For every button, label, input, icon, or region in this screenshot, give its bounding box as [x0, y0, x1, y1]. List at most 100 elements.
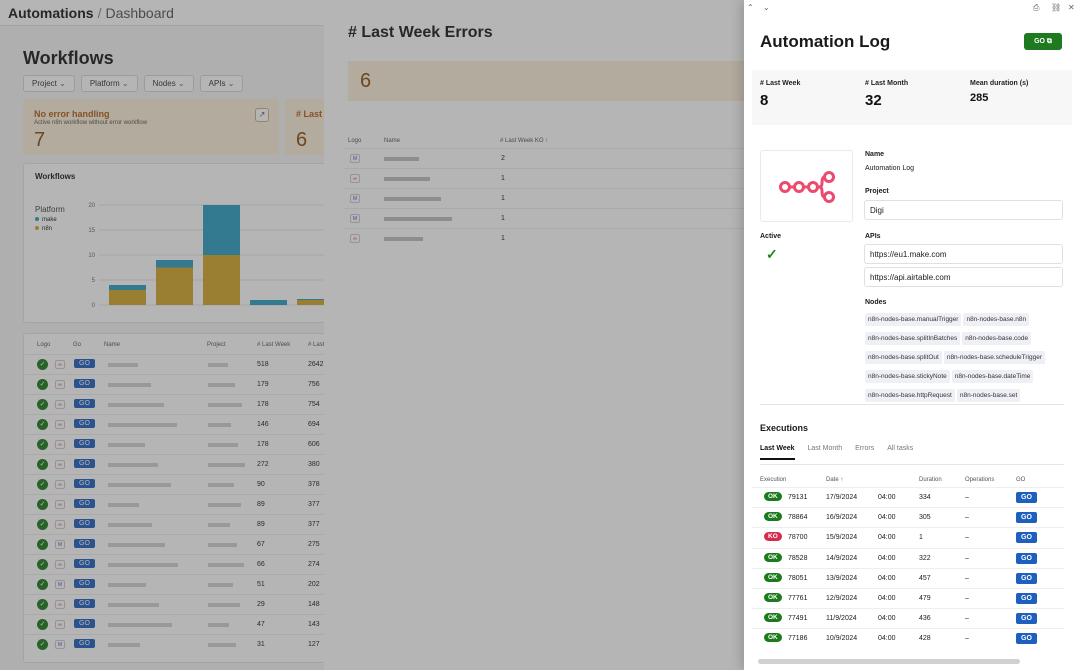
execution-row[interactable]: OK 79131 17/9/2024 04:00 334 – GO: [752, 487, 1064, 507]
project-field[interactable]: Digi: [864, 200, 1063, 220]
column-header-go[interactable]: GO: [1016, 477, 1026, 483]
bar-make[interactable]: [297, 299, 329, 300]
open-external-icon[interactable]: ↗: [255, 108, 269, 122]
column-header-logo[interactable]: Logo: [37, 342, 51, 348]
column-header-duration[interactable]: Duration: [919, 477, 942, 483]
node-tag: n8n-nodes-base.manualTrigger: [865, 313, 962, 326]
table-row[interactable]: ✓ ∞ GO 178 606: [24, 434, 332, 454]
go-button[interactable]: GO: [74, 419, 95, 428]
print-icon[interactable]: ⎙: [1033, 3, 1040, 12]
table-row[interactable]: ✓ M GO 31 127: [24, 634, 332, 654]
api-field[interactable]: https://api.airtable.com: [864, 267, 1063, 287]
go-button[interactable]: GO: [1016, 512, 1037, 524]
go-button[interactable]: GO: [1016, 532, 1037, 544]
go-button[interactable]: GO: [74, 559, 95, 568]
column-header-execution[interactable]: Execution: [760, 477, 787, 483]
go-button[interactable]: GO: [1016, 633, 1037, 645]
link-icon[interactable]: ⛓: [1051, 3, 1062, 12]
column-header-logo[interactable]: Logo: [348, 138, 362, 144]
go-button[interactable]: GO: [74, 359, 95, 368]
filter-apis[interactable]: APIs: [199, 75, 244, 92]
bar-n8n[interactable]: [109, 290, 146, 305]
column-header-date[interactable]: Date ↑: [826, 477, 844, 483]
execution-row[interactable]: OK 78528 14/9/2024 04:00 322 – GO: [752, 547, 1064, 568]
table-row[interactable]: ✓ ∞ GO 66 274: [24, 554, 332, 574]
column-header-last[interactable]: # Last: [308, 342, 325, 348]
filter-platform[interactable]: Platform: [80, 75, 138, 92]
table-row[interactable]: ✓ ∞ GO 89 377: [24, 494, 332, 514]
execution-row[interactable]: OK 78864 16/9/2024 04:00 305 – GO: [752, 507, 1064, 527]
execution-row[interactable]: KO 78700 15/9/2024 04:00 1 – GO: [752, 527, 1064, 547]
active-check-icon: ✓: [37, 379, 48, 390]
go-button[interactable]: GO: [74, 459, 95, 468]
execution-row[interactable]: OK 77186 10/9/2024 04:00 428 – GO: [752, 628, 1064, 648]
breadcrumb-app[interactable]: Automations: [8, 5, 94, 21]
go-button[interactable]: GO: [74, 499, 95, 508]
api-field[interactable]: https://eu1.make.com: [864, 244, 1063, 264]
table-row[interactable]: ✓ ∞ GO 518 2642: [24, 354, 332, 374]
tab-errors[interactable]: Errors: [855, 445, 875, 452]
column-header-ko[interactable]: # Last Week KO ↑: [500, 138, 549, 144]
tab-all-tasks[interactable]: All tasks: [887, 445, 914, 452]
go-button[interactable]: GO: [74, 519, 95, 528]
bar-n8n[interactable]: [156, 267, 193, 306]
table-row[interactable]: ✓ M GO 67 275: [24, 534, 332, 554]
go-button[interactable]: GO: [74, 599, 95, 608]
status-badge: OK: [764, 492, 782, 501]
table-row[interactable]: ✓ M GO 51 202: [24, 574, 332, 594]
go-button[interactable]: GO: [74, 579, 95, 588]
status-badge: OK: [764, 593, 782, 602]
go-button[interactable]: GO: [74, 479, 95, 488]
go-button[interactable]: GO: [1016, 572, 1037, 584]
column-header-name[interactable]: Name: [384, 138, 401, 144]
table-row[interactable]: ✓ ∞ GO 146 694: [24, 414, 332, 434]
bar-n8n[interactable]: [203, 255, 240, 305]
go-button[interactable]: GO: [74, 379, 95, 388]
execution-row[interactable]: OK 78051 13/9/2024 04:00 457 – GO: [752, 567, 1064, 588]
bar-n8n[interactable]: [297, 300, 329, 305]
go-button[interactable]: GO: [74, 399, 95, 408]
tab-last-month[interactable]: Last Month: [807, 445, 843, 452]
column-header-go[interactable]: Go: [73, 342, 82, 348]
go-button[interactable]: GO: [1016, 593, 1037, 604]
go-button[interactable]: GO: [74, 639, 95, 648]
table-row[interactable]: ∞ 1: [344, 228, 764, 248]
chevron-up-icon[interactable]: ⌃: [747, 3, 754, 12]
execution-row[interactable]: OK 77491 11/9/2024 04:00 436 – GO: [752, 608, 1064, 628]
table-row[interactable]: ✓ ∞ GO 272 380: [24, 454, 332, 474]
table-row[interactable]: ✓ ∞ GO 178 754: [24, 394, 332, 414]
go-button[interactable]: GO: [74, 539, 95, 548]
table-row[interactable]: ✓ ∞ GO 90 378: [24, 474, 332, 494]
go-button[interactable]: GO ⧉: [1024, 33, 1062, 50]
go-button[interactable]: GO: [1016, 492, 1037, 503]
go-button[interactable]: GO: [74, 439, 95, 448]
column-header-project[interactable]: Project: [207, 342, 226, 348]
kpi-card-no-error-handling[interactable]: No error handling Active n8n workflow wi…: [23, 99, 279, 155]
table-row[interactable]: ✓ ∞ GO 29 148: [24, 594, 332, 614]
execution-row[interactable]: OK 77761 12/9/2024 04:00 479 – GO: [752, 588, 1064, 608]
column-header-last-week[interactable]: # Last Week: [257, 342, 291, 348]
chevron-down-icon[interactable]: ⌄: [763, 3, 770, 12]
table-row[interactable]: ✓ ∞ GO 179 756: [24, 374, 332, 394]
go-button[interactable]: GO: [74, 619, 95, 628]
tab-last-week[interactable]: Last Week: [760, 445, 795, 460]
filter-project[interactable]: Project: [23, 75, 75, 92]
table-row[interactable]: ✓ ∞ GO 89 377: [24, 514, 332, 534]
bar-make[interactable]: [250, 300, 287, 305]
bar-make[interactable]: [156, 260, 193, 268]
horizontal-scrollbar[interactable]: [758, 659, 1020, 664]
redacted-project: [208, 423, 231, 427]
close-icon[interactable]: ✕: [1068, 3, 1075, 12]
table-row[interactable]: ✓ ∞ GO 47 143: [24, 614, 332, 634]
bar-make[interactable]: [109, 285, 146, 290]
column-header-name[interactable]: Name: [104, 342, 121, 348]
column-header-operations[interactable]: Operations: [965, 477, 995, 483]
bar-make[interactable]: [203, 205, 240, 255]
table-row[interactable]: ∞ 1: [344, 168, 764, 188]
filter-nodes[interactable]: Nodes: [143, 75, 194, 92]
go-button[interactable]: GO: [1016, 613, 1037, 625]
go-button[interactable]: GO: [1016, 552, 1037, 564]
